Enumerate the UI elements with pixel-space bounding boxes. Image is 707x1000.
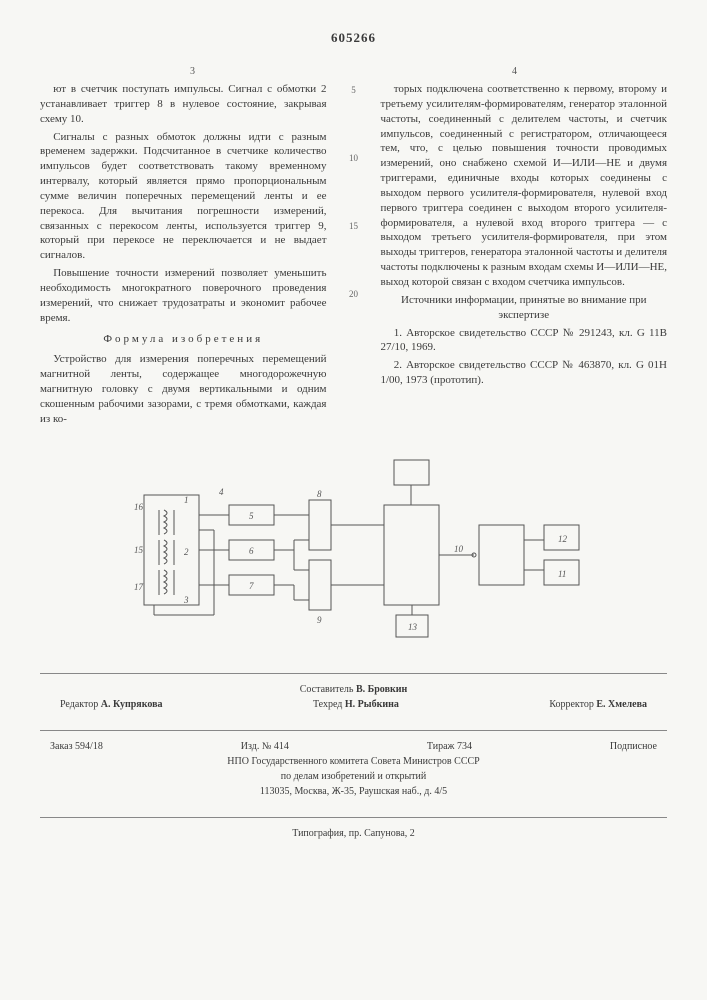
label-2: 2: [184, 547, 189, 557]
label-17: 17: [134, 582, 144, 592]
label-12: 12: [558, 534, 568, 544]
label-5: 5: [249, 511, 254, 521]
imprint-row1: Заказ 594/18 Изд. № 414 Тираж 734 Подпис…: [40, 739, 667, 754]
name: Н. Рыбкина: [345, 699, 399, 710]
refs-title: Источники информации, принятые во вниман…: [381, 293, 668, 323]
corrector: Корректор Е. Хмелева: [549, 697, 647, 712]
imprint-line: НПО Государственного комитета Совета Мин…: [40, 754, 667, 769]
para: Повышение точности измерений позволяет у…: [40, 266, 327, 325]
subscription: Подписное: [610, 739, 657, 754]
tirazh: Тираж 734: [427, 739, 472, 754]
right-column: торых подключена соответственно к первом…: [381, 82, 668, 430]
line-number-gutter: 5 10 15 20: [347, 82, 361, 430]
label-9: 9: [317, 615, 322, 625]
label-10: 10: [454, 544, 464, 554]
line-mark: 15: [349, 220, 358, 232]
para: торых подключена соответственно к первом…: [381, 82, 668, 290]
name: Е. Хмелева: [596, 699, 647, 710]
label-6: 6: [249, 546, 254, 556]
label-13: 13: [408, 622, 418, 632]
left-column: ют в счетчик поступать импульсы. Сигнал …: [40, 82, 327, 430]
line-mark: 20: [349, 288, 358, 300]
editor: Редактор А. Купрякова: [60, 697, 162, 712]
para: Сигналы с разных обмоток должны идти с р…: [40, 130, 327, 264]
edition: Изд. № 414: [241, 739, 289, 754]
credits-row: Редактор А. Купрякова Техред Н. Рыбкина …: [40, 697, 667, 712]
col-num-right: 4: [512, 66, 517, 77]
references: Источники информации, принятые во вниман…: [381, 293, 668, 388]
name: В. Бровкин: [356, 684, 407, 695]
label-7: 7: [249, 581, 254, 591]
divider: [40, 817, 667, 818]
winding-bot-icon: [159, 570, 174, 595]
para: ют в счетчик поступать импульсы. Сигнал …: [40, 82, 327, 127]
label-8: 8: [317, 489, 322, 499]
label-11: 11: [558, 569, 566, 579]
label: Корректор: [549, 699, 594, 710]
divider: [40, 673, 667, 674]
label-3: 3: [183, 595, 189, 605]
techred: Техред Н. Рыбкина: [313, 697, 399, 712]
credits-block: Составитель В. Бровкин Редактор А. Купря…: [40, 682, 667, 712]
label: Редактор: [60, 699, 98, 710]
circuit-diagram: 16 15 17 1 2 3 4 5 6 7 8 9 10 11 12 13: [114, 455, 594, 655]
label-4-lead: 4: [219, 487, 224, 497]
column-numbers: 3 4: [40, 66, 667, 77]
body-text: ют в счетчик поступать импульсы. Сигнал …: [40, 82, 667, 430]
winding-top-icon: [159, 510, 174, 535]
divider: [40, 730, 667, 731]
col-num-left: 3: [190, 66, 195, 77]
ref-item: 1. Авторское свидетельство СССР № 291243…: [381, 326, 668, 356]
compiler-line: Составитель В. Бровкин: [40, 682, 667, 697]
label-15: 15: [134, 545, 144, 555]
ref-item: 2. Авторское свидетельство СССР № 463870…: [381, 358, 668, 388]
label-1: 1: [184, 495, 189, 505]
label: Техред: [313, 699, 342, 710]
imprint-block: Заказ 594/18 Изд. № 414 Тираж 734 Подпис…: [40, 739, 667, 841]
line-mark: 5: [351, 84, 356, 96]
winding-mid-icon: [159, 540, 174, 565]
para: Устройство для измерения поперечных пере…: [40, 352, 327, 426]
imprint-line: 113035, Москва, Ж-35, Раушская наб., д. …: [40, 784, 667, 799]
claims-title: Формула изобретения: [40, 332, 327, 347]
line-mark: 10: [349, 152, 358, 164]
patent-number: 605266: [40, 30, 667, 46]
name: А. Купрякова: [101, 699, 163, 710]
typography-line: Типография, пр. Сапунова, 2: [40, 826, 667, 841]
label-16: 16: [134, 502, 144, 512]
imprint-line: по делам изобретений и открытий: [40, 769, 667, 784]
label: Составитель: [300, 684, 354, 695]
figure-container: 16 15 17 1 2 3 4 5 6 7 8 9 10 11 12 13: [40, 455, 667, 655]
order: Заказ 594/18: [50, 739, 103, 754]
